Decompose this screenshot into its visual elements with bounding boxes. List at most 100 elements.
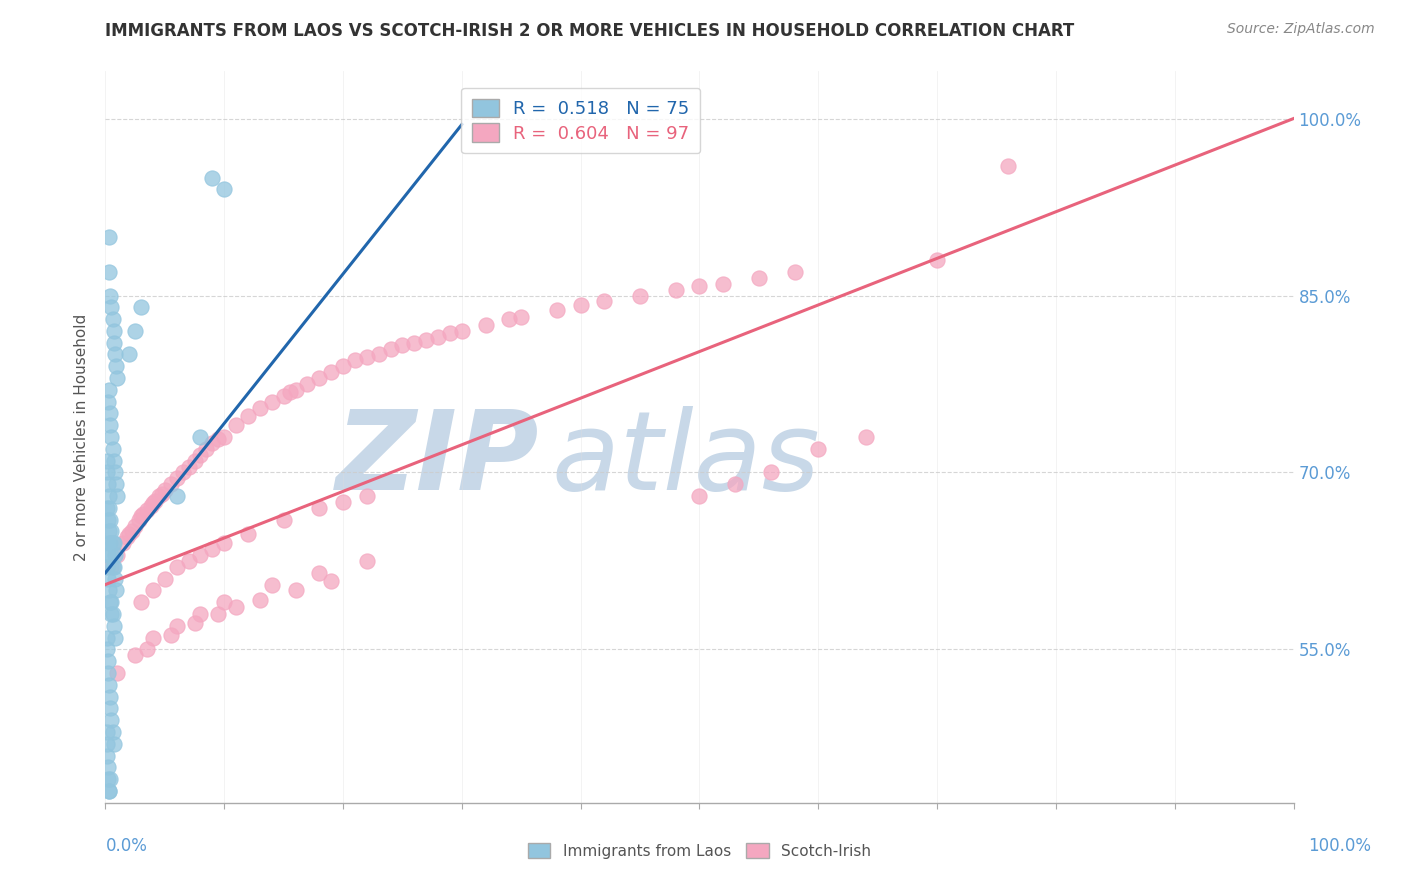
Point xyxy=(132,507,155,521)
Point xyxy=(201,542,224,557)
Point xyxy=(98,595,121,609)
Point xyxy=(510,310,533,324)
Point xyxy=(343,353,366,368)
Point xyxy=(96,466,118,480)
Point xyxy=(236,526,259,541)
Point xyxy=(190,548,212,562)
Point xyxy=(124,518,146,533)
Point xyxy=(100,607,122,621)
Point xyxy=(98,524,121,539)
Point xyxy=(101,442,124,456)
Text: Source: ZipAtlas.com: Source: ZipAtlas.com xyxy=(1227,22,1375,37)
Point xyxy=(260,394,283,409)
Point xyxy=(97,772,120,787)
Point xyxy=(96,559,118,574)
Point xyxy=(308,566,330,580)
Point xyxy=(183,453,205,467)
Point xyxy=(104,466,127,480)
Point xyxy=(98,500,121,515)
Point xyxy=(367,347,389,361)
Point xyxy=(172,466,194,480)
Point xyxy=(97,513,120,527)
Text: IMMIGRANTS FROM LAOS VS SCOTCH-IRISH 2 OR MORE VEHICLES IN HOUSEHOLD CORRELATION: IMMIGRANTS FROM LAOS VS SCOTCH-IRISH 2 O… xyxy=(105,22,1074,40)
Point xyxy=(142,631,165,645)
Point xyxy=(105,489,128,503)
Point xyxy=(118,526,141,541)
Point xyxy=(153,572,176,586)
Point xyxy=(98,583,121,598)
Point xyxy=(593,294,616,309)
Point xyxy=(97,666,120,681)
Point xyxy=(105,583,128,598)
Point xyxy=(100,301,122,315)
Point xyxy=(124,648,146,663)
Point xyxy=(143,493,166,508)
Point xyxy=(129,301,152,315)
Point xyxy=(100,430,122,444)
Point xyxy=(190,607,212,621)
Point xyxy=(100,548,122,562)
Point xyxy=(177,554,200,568)
Point xyxy=(96,500,118,515)
Point xyxy=(118,347,141,361)
Point xyxy=(195,442,218,456)
Point xyxy=(628,288,651,302)
Point xyxy=(98,383,121,397)
Point xyxy=(97,394,120,409)
Point xyxy=(166,559,188,574)
Point xyxy=(148,489,170,503)
Point xyxy=(278,385,301,400)
Point xyxy=(101,536,124,550)
Point xyxy=(249,593,271,607)
Point xyxy=(98,772,121,787)
Point xyxy=(925,253,948,268)
Point xyxy=(201,436,224,450)
Point xyxy=(103,536,125,550)
Point xyxy=(103,324,125,338)
Point xyxy=(427,330,450,344)
Point xyxy=(308,500,330,515)
Point xyxy=(98,288,121,302)
Point xyxy=(96,453,118,467)
Point xyxy=(321,365,343,379)
Point xyxy=(183,616,205,631)
Point xyxy=(103,559,125,574)
Point xyxy=(104,572,127,586)
Point xyxy=(98,536,121,550)
Point xyxy=(207,433,229,447)
Point xyxy=(214,182,236,196)
Point xyxy=(783,265,806,279)
Point xyxy=(273,513,295,527)
Point xyxy=(284,583,307,598)
Point xyxy=(214,595,236,609)
Point xyxy=(100,524,122,539)
Point xyxy=(97,654,120,668)
Point xyxy=(98,784,121,798)
Point xyxy=(214,536,236,550)
Point xyxy=(474,318,496,332)
Point xyxy=(225,599,247,614)
Point xyxy=(855,430,877,444)
Point xyxy=(112,536,135,550)
Point xyxy=(166,489,188,503)
Point xyxy=(190,448,212,462)
Point xyxy=(104,347,127,361)
Point xyxy=(724,477,747,491)
Point xyxy=(105,371,128,385)
Point xyxy=(689,489,711,503)
Point xyxy=(139,499,162,513)
Point xyxy=(97,548,120,562)
Point xyxy=(96,725,118,739)
Point xyxy=(142,496,165,510)
Point xyxy=(97,572,120,586)
Point xyxy=(96,631,118,645)
Point xyxy=(166,619,188,633)
Point xyxy=(153,483,176,498)
Point xyxy=(105,666,128,681)
Text: 100.0%: 100.0% xyxy=(1308,837,1371,855)
Point xyxy=(124,324,146,338)
Point xyxy=(96,748,118,763)
Point xyxy=(297,376,319,391)
Point xyxy=(100,595,122,609)
Point xyxy=(450,324,472,338)
